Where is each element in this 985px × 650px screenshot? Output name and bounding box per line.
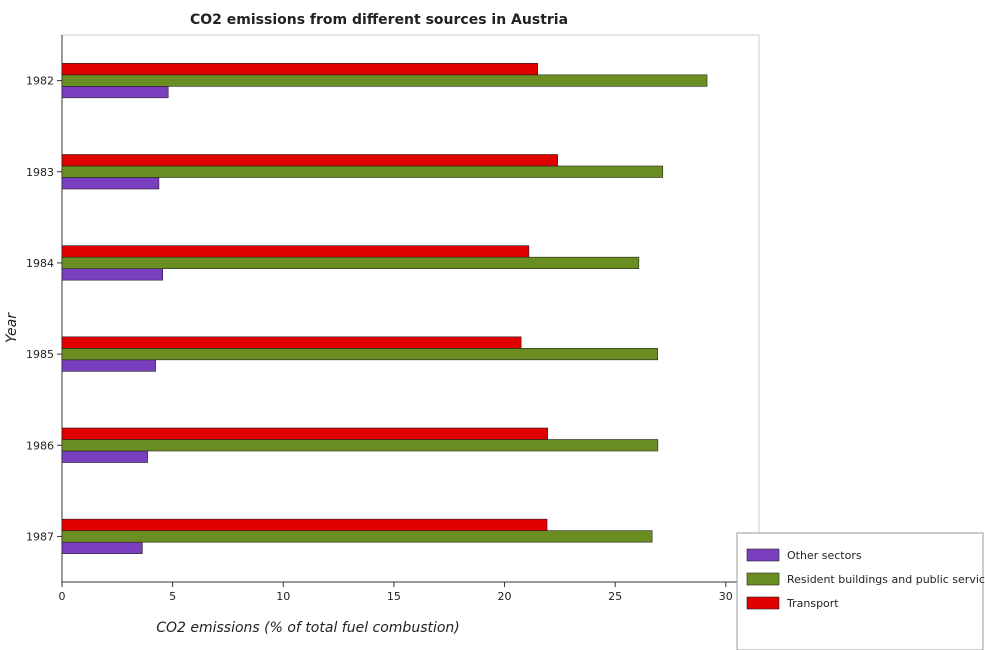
bar — [61, 245, 530, 258]
bar — [61, 359, 156, 372]
y-tick-label: 1985 — [26, 348, 54, 361]
bar — [61, 518, 548, 531]
bar — [61, 256, 640, 269]
bar — [61, 268, 163, 281]
y-tick-label: 1987 — [26, 530, 54, 543]
x-tick-label: 5 — [169, 590, 176, 603]
bar — [61, 427, 548, 440]
legend-label: Resident buildings and public services — [787, 573, 985, 586]
legend: Other sectors Resident buildings and publ… — [736, 532, 985, 650]
bar — [61, 86, 169, 99]
x-tick-label: 10 — [276, 590, 290, 603]
x-tick-label: 25 — [608, 590, 622, 603]
legend-swatch — [746, 572, 780, 586]
legend-swatch — [746, 596, 780, 610]
y-tick-label: 1986 — [26, 439, 54, 452]
legend-swatch — [746, 548, 780, 562]
x-tick-label: 0 — [59, 590, 66, 603]
bar — [61, 177, 160, 190]
y-tick-label: 1983 — [26, 166, 54, 179]
bar — [61, 74, 708, 87]
y-axis-label: Year — [4, 312, 20, 343]
plot-area: 0 5 10 15 20 25 30 1982 1983 1984 1985 1986 1987 — [26, 34, 760, 603]
bar — [61, 154, 558, 167]
legend-label: Other sectors — [787, 549, 862, 562]
bar — [61, 439, 659, 452]
bar — [61, 336, 522, 349]
bar — [61, 165, 664, 178]
x-tick-label: 15 — [387, 590, 401, 603]
x-tick-label: 20 — [498, 590, 512, 603]
bar — [61, 348, 658, 361]
chart-title: CO2 emissions from different sources in … — [190, 12, 568, 28]
y-tick-label: 1984 — [26, 257, 54, 270]
bar — [61, 63, 539, 76]
legend-label: Transport — [786, 597, 839, 610]
bar — [61, 530, 653, 543]
x-tick-label: 30 — [719, 590, 733, 603]
y-tick-label: 1982 — [26, 75, 54, 88]
x-axis-label: CO2 emissions (% of total fuel combustio… — [156, 620, 460, 636]
bar — [61, 450, 148, 463]
bar — [61, 541, 143, 554]
plot-frame — [61, 34, 760, 583]
